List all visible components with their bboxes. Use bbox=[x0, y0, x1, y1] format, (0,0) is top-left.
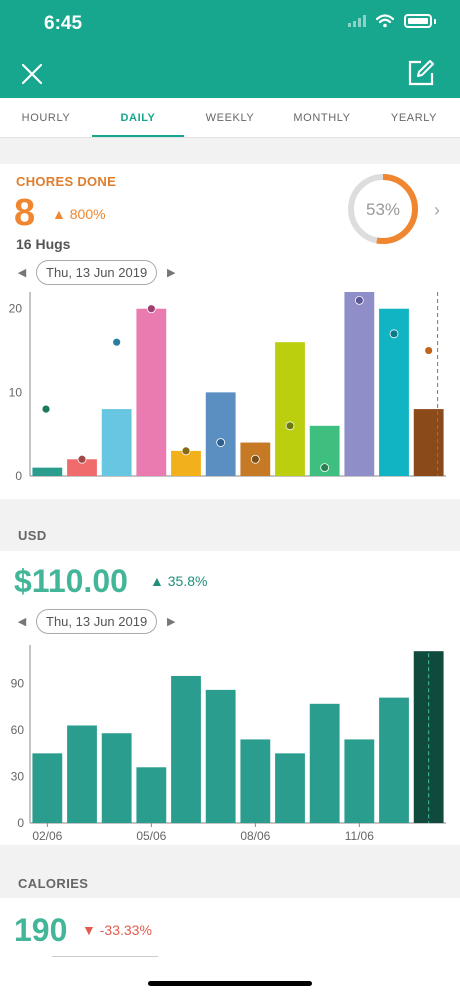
chart-bar[interactable] bbox=[344, 739, 375, 823]
chart-dot[interactable] bbox=[181, 446, 191, 456]
x-tick-label: 11/06 bbox=[345, 829, 374, 843]
usd-value: $110.00 bbox=[14, 563, 128, 599]
y-tick-label: 90 bbox=[11, 677, 25, 691]
status-time: 6:45 bbox=[44, 13, 83, 34]
x-tick-label: 05/06 bbox=[136, 829, 166, 843]
progress-donut[interactable]: 53% bbox=[346, 172, 420, 246]
y-tick-label: 0 bbox=[15, 469, 22, 483]
chart-bar[interactable] bbox=[67, 725, 97, 823]
chores-value: 8 bbox=[14, 192, 36, 234]
chart-bar[interactable] bbox=[32, 753, 63, 823]
chart-dot[interactable] bbox=[320, 463, 330, 473]
prev-date-button[interactable]: ◀ bbox=[17, 616, 27, 628]
usd-section-header: USD bbox=[0, 518, 460, 551]
chores-title: CHORES DONE bbox=[16, 174, 117, 189]
edit-icon[interactable] bbox=[406, 58, 436, 88]
chart-bar[interactable] bbox=[205, 392, 236, 476]
chart-dot[interactable] bbox=[424, 346, 434, 355]
calories-section-header: CALORIES bbox=[0, 868, 460, 898]
y-tick-label: 0 bbox=[17, 816, 24, 830]
chart-bar[interactable] bbox=[32, 467, 63, 476]
chores-bar-chart[interactable]: 0 10 20 bbox=[0, 290, 460, 490]
chart-bar[interactable] bbox=[171, 675, 201, 823]
chart-bar[interactable] bbox=[309, 703, 340, 823]
x-tick-label: 02/06 bbox=[32, 829, 62, 843]
chart-bar[interactable] bbox=[275, 753, 305, 823]
chart-bar[interactable] bbox=[379, 697, 409, 823]
usd-title: USD bbox=[18, 528, 47, 543]
chart-bar[interactable] bbox=[275, 342, 305, 476]
chores-card[interactable]: CHORES DONE 8 ▲ 800% 16 Hugs ◀ Thu, 13 J… bbox=[0, 164, 460, 499]
usd-date-pill[interactable]: Thu, 13 Jun 2019 bbox=[36, 609, 158, 634]
tab-hourly[interactable]: HOURLY bbox=[21, 112, 71, 124]
tab-yearly[interactable]: YEARLY bbox=[390, 112, 438, 124]
calories-title: CALORIES bbox=[18, 876, 89, 891]
calories-change: ▼ -33.33% bbox=[82, 922, 152, 938]
x-tick-label: 08/06 bbox=[240, 829, 270, 843]
prev-date-button[interactable]: ◀ bbox=[17, 267, 27, 279]
chart-dot[interactable] bbox=[77, 454, 87, 464]
calories-value: 190 bbox=[14, 912, 68, 948]
y-tick-label: 20 bbox=[9, 302, 23, 316]
calories-card[interactable]: 190 ▼ -33.33% bbox=[0, 898, 460, 996]
usd-date-nav: ◀ Thu, 13 Jun 2019 ▶ bbox=[16, 609, 177, 634]
chart-dot[interactable] bbox=[112, 337, 122, 347]
battery-icon bbox=[404, 14, 432, 28]
chart-dot[interactable] bbox=[389, 329, 399, 339]
status-icons bbox=[348, 14, 436, 28]
usd-change: ▲ 35.8% bbox=[150, 573, 208, 589]
usd-bar-chart[interactable]: 0 30 60 90 02/06 05/06 08/06 11/06 bbox=[0, 643, 460, 848]
chores-date-pill[interactable]: Thu, 13 Jun 2019 bbox=[36, 260, 158, 285]
tab-weekly[interactable]: WEEKLY bbox=[205, 112, 255, 124]
battery-cap bbox=[434, 18, 436, 24]
chart-dot[interactable] bbox=[354, 295, 364, 305]
calories-divider bbox=[52, 956, 158, 957]
chart-bar[interactable] bbox=[136, 308, 167, 476]
chart-dot[interactable] bbox=[146, 304, 156, 314]
header: 6:45 bbox=[0, 0, 460, 98]
chevron-right-icon[interactable]: › bbox=[434, 200, 440, 220]
y-tick-label: 60 bbox=[11, 723, 25, 737]
chart-dot[interactable] bbox=[250, 454, 260, 464]
y-tick-label: 30 bbox=[11, 770, 25, 784]
tab-monthly[interactable]: MONTHLY bbox=[293, 112, 351, 124]
chores-sub-label: 16 Hugs bbox=[16, 236, 71, 252]
chart-bar[interactable] bbox=[101, 409, 132, 476]
chores-date-nav: ◀ Thu, 13 Jun 2019 ▶ bbox=[16, 260, 177, 285]
wifi-icon bbox=[376, 14, 394, 28]
chart-bar[interactable] bbox=[240, 739, 271, 823]
chart-dot[interactable] bbox=[41, 404, 51, 414]
close-icon[interactable] bbox=[20, 62, 44, 86]
chores-change: ▲ 800% bbox=[52, 206, 106, 222]
period-tabs: HOURLY DAILY WEEKLY MONTHLY YEARLY bbox=[0, 98, 460, 138]
chart-bar[interactable] bbox=[205, 689, 236, 823]
chart-dot[interactable] bbox=[216, 438, 226, 447]
home-indicator bbox=[148, 981, 312, 986]
next-date-button[interactable]: ▶ bbox=[166, 267, 176, 279]
usd-card[interactable]: $110.00 ▲ 35.8% ◀ Thu, 13 Jun 2019 ▶ 0 30… bbox=[0, 551, 460, 845]
chart-bar[interactable] bbox=[136, 767, 167, 823]
chart-bar[interactable] bbox=[101, 733, 132, 823]
y-tick-label: 10 bbox=[9, 385, 23, 399]
chart-bar[interactable] bbox=[413, 409, 444, 476]
tab-daily[interactable]: DAILY bbox=[92, 98, 184, 137]
signal-icon bbox=[348, 15, 366, 27]
progress-label: 53% bbox=[366, 200, 400, 219]
next-date-button[interactable]: ▶ bbox=[166, 616, 176, 628]
chart-dot[interactable] bbox=[285, 421, 295, 431]
chart-bar[interactable] bbox=[67, 459, 97, 476]
chart-bar[interactable] bbox=[344, 292, 375, 476]
